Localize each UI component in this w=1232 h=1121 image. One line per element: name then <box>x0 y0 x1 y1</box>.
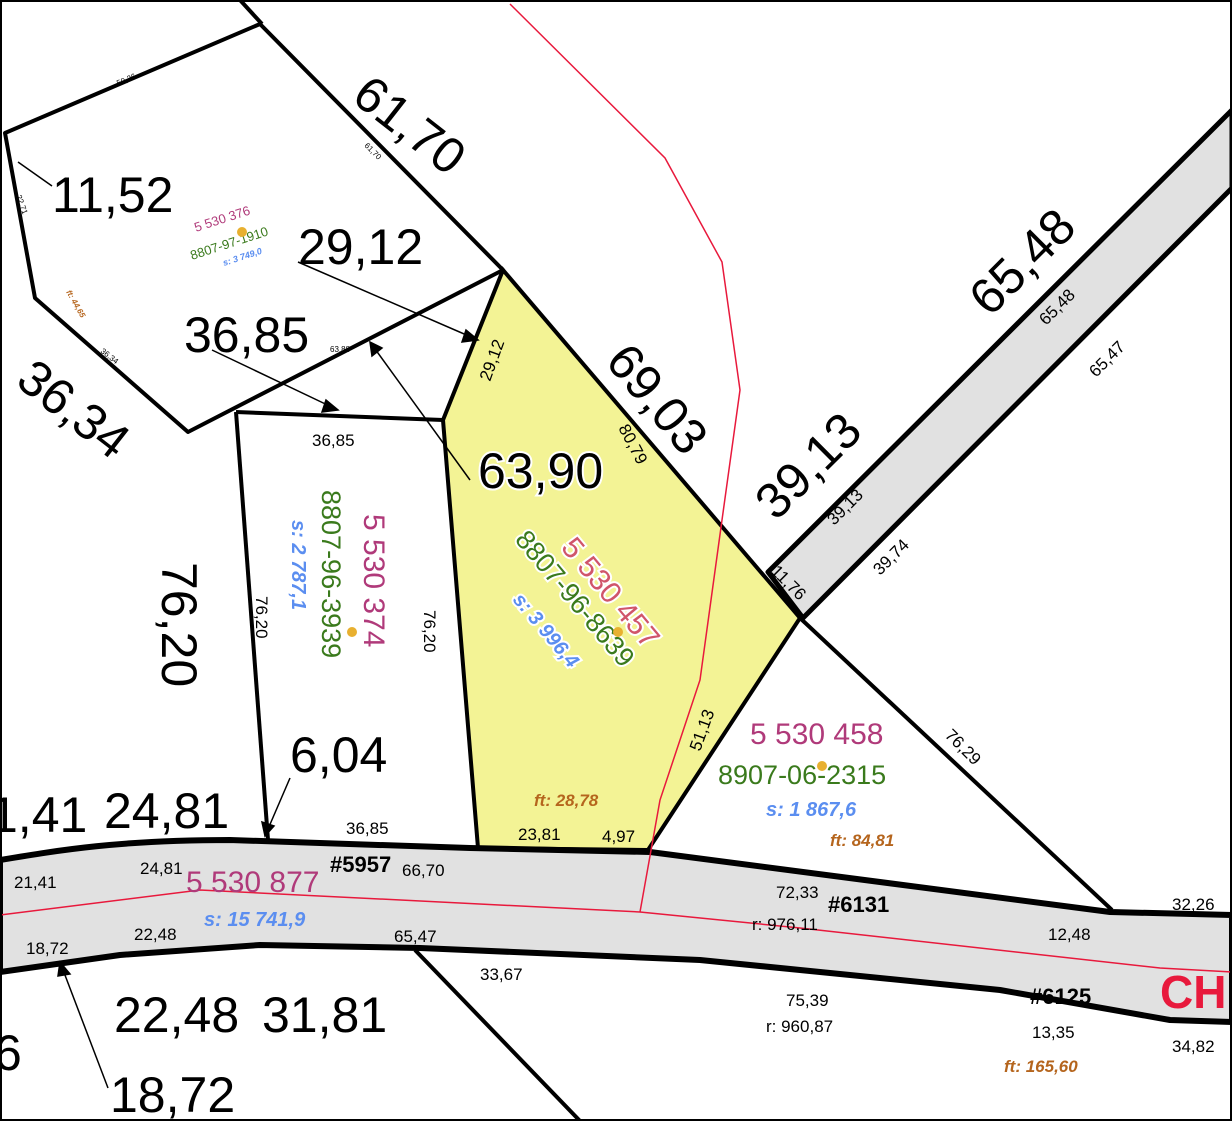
dim-small-65-47-road: 65,47 <box>394 927 437 946</box>
parcel-boundaries <box>3 0 1114 1121</box>
dim-76-20: 76,20 <box>151 562 207 687</box>
dim-1-41: 1,41 <box>0 787 87 843</box>
dim-22-48: 22,48 <box>114 987 239 1043</box>
lot-centroid-marker <box>347 627 357 637</box>
dim-24-81: 24,81 <box>104 783 229 839</box>
lot-number: 5 530 374 <box>357 514 390 647</box>
road-radius-976-11: r: 976,11 <box>752 915 818 934</box>
dim-small-22-48: 22,48 <box>134 925 177 944</box>
dim-small-76-20-a: 76,20 <box>252 596 271 639</box>
dim-31-81: 31,81 <box>262 987 387 1043</box>
main-road <box>0 837 1232 1025</box>
dim-11-52: 11,52 <box>52 167 173 223</box>
lot-centroid-marker <box>237 227 247 237</box>
lot-centroid-marker <box>817 761 827 771</box>
road-segment-75-39: 75,39 <box>786 991 829 1010</box>
dim-6-04: 6,04 <box>290 727 387 783</box>
dim-36-85: 36,85 <box>184 307 309 363</box>
dim-small-65-47: 65,47 <box>1085 337 1129 381</box>
road-radius-960-87: r: 960,87 <box>766 1017 833 1036</box>
dim-small-21-41: 21,41 <box>14 873 57 892</box>
dim-36-34: 36,34 <box>7 349 140 470</box>
lot-number: 5 530 877 <box>186 866 319 899</box>
dim-small-18-72: 18,72 <box>26 939 69 958</box>
dim-18-72: 18,72 <box>110 1067 235 1121</box>
dim-small-23-81: 23,81 <box>518 825 561 844</box>
dim-small-76-20-b: 76,20 <box>420 610 439 653</box>
lot-frontage: ft: 28,78 <box>534 791 599 810</box>
diagonal-road <box>765 107 1232 621</box>
lot-area: s: 15 741,9 <box>204 909 306 931</box>
road-number-6125: #6125 <box>1030 984 1091 1009</box>
lot-matricule: 8807-96-3939 <box>316 490 346 658</box>
dim-small-4-97: 4,97 <box>602 827 635 846</box>
red-boundary-lines <box>0 3 1232 973</box>
road-segment-72-33: 72,33 <box>776 883 819 902</box>
dim-6-partial: 6 <box>0 1025 22 1081</box>
dim-small-66-70: 66,70 <box>402 861 445 880</box>
dim-small-50-26: 50,26 <box>115 72 137 88</box>
dim-63-90: 63,90 <box>478 443 603 499</box>
road-frontage-165-60: ft: 165,60 <box>1004 1057 1078 1076</box>
lot-area: s: 2 787,1 <box>287 520 309 610</box>
pointer-lines <box>17 161 480 1089</box>
road-number-5957: #5957 <box>330 852 391 877</box>
lot-centroid-marker <box>613 627 623 637</box>
lot-matricule: 8907-06-2315 <box>718 760 886 790</box>
lot-area: s: 1 867,6 <box>766 799 857 821</box>
dim-small-32-26: 32,26 <box>1172 895 1215 914</box>
lot-frontage: ft: 84,81 <box>830 831 894 850</box>
road-number-6131: #6131 <box>828 892 889 917</box>
dim-small-24-81: 24,81 <box>140 859 183 878</box>
street-name: CH <box>1160 966 1226 1018</box>
dim-small-12-48: 12,48 <box>1048 925 1091 944</box>
dim-small-63-88: 63,88 <box>330 345 351 354</box>
dim-small-36-85-road: 36,85 <box>346 819 389 838</box>
lot-5530458[interactable]: 5 530 458 8907-06-2315 s: 1 867,6 ft: 84… <box>718 718 894 850</box>
dim-small-76-29: 76,29 <box>941 725 985 769</box>
dim-small-36-85: 36,85 <box>312 431 355 450</box>
road-labels: #5957 72,33 #6131 r: 976,11 75,39 r: 960… <box>330 852 1091 1076</box>
lot-5530374[interactable]: 5 530 374 8807-96-3939 s: 2 787,1 <box>287 490 390 658</box>
lot-number: 5 530 458 <box>750 718 883 751</box>
dim-small-33-67: 33,67 <box>480 965 523 984</box>
dim-61-70: 61,70 <box>343 65 476 186</box>
lot-5530877[interactable]: 5 530 877 s: 15 741,9 <box>186 866 319 931</box>
lot-frontage: ft: 44,65 <box>64 289 87 320</box>
dim-29-12: 29,12 <box>298 219 423 275</box>
road-extra-13-35: 13,35 <box>1032 1023 1075 1042</box>
dim-small-34-82: 34,82 <box>1172 1037 1215 1056</box>
